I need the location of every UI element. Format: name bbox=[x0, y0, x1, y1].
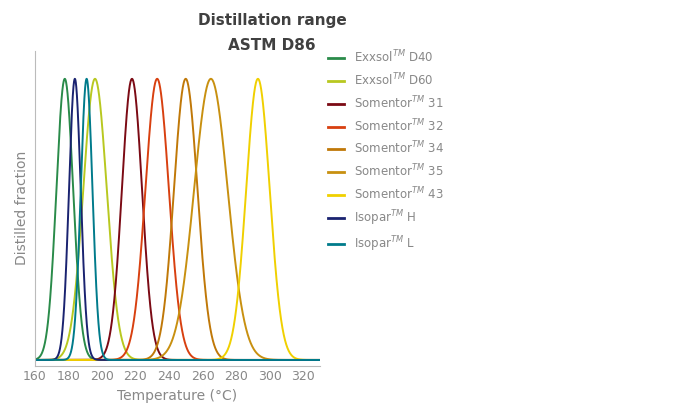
Text: ASTM D86: ASTM D86 bbox=[228, 38, 316, 53]
Text: Distillation range: Distillation range bbox=[198, 13, 346, 28]
Y-axis label: Distilled fraction: Distilled fraction bbox=[15, 151, 29, 265]
Legend: Exxsol$^{TM}$ D40, Exxsol$^{TM}$ D60, Somentor$^{TM}$ 31, Somentor$^{TM}$ 32, So: Exxsol$^{TM}$ D40, Exxsol$^{TM}$ D60, So… bbox=[323, 44, 448, 258]
X-axis label: Temperature (°C): Temperature (°C) bbox=[117, 389, 237, 403]
